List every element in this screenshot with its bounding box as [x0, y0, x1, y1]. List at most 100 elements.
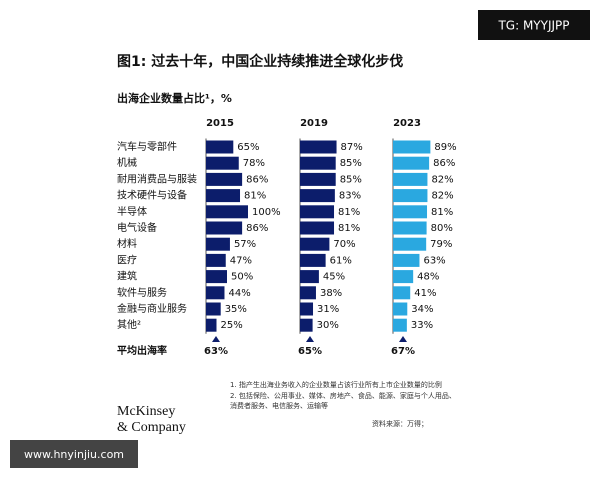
value-label: 34% — [411, 304, 433, 315]
value-label: 80% — [431, 223, 453, 234]
category-label: 医疗 — [117, 253, 137, 266]
value-label: 100% — [252, 207, 281, 218]
category-label: 电气设备 — [117, 221, 157, 234]
watermark: www.hnyinjiu.com — [24, 448, 124, 461]
bar — [300, 221, 335, 235]
value-label: 50% — [231, 272, 253, 283]
year-label: 2019 — [300, 118, 328, 129]
bar — [206, 189, 241, 203]
category-label: 材料 — [117, 237, 137, 250]
value-label: 30% — [317, 320, 339, 331]
bar — [206, 205, 248, 219]
bar — [393, 156, 430, 170]
average-marker — [306, 336, 314, 342]
bar — [206, 302, 221, 316]
category-label: 建筑 — [117, 270, 137, 283]
bar — [300, 302, 314, 316]
category-label: 半导体 — [117, 205, 147, 218]
bar — [206, 140, 234, 154]
bar — [393, 237, 427, 251]
watermark: TG: MYYJJPP — [497, 19, 569, 33]
value-label: 63% — [423, 255, 445, 266]
category-label: 金融与商业服务 — [117, 302, 187, 315]
bar — [393, 221, 427, 235]
value-label: 48% — [417, 272, 439, 283]
value-label: 86% — [246, 174, 268, 185]
value-label: 86% — [433, 158, 455, 169]
bar — [300, 270, 319, 284]
bar — [393, 189, 428, 203]
bar — [393, 318, 407, 332]
chart-title: 图1: 过去十年，中国企业持续推进全球化步伐 — [117, 53, 403, 70]
bar — [300, 205, 335, 219]
value-label: 47% — [230, 255, 252, 266]
bar — [206, 237, 230, 251]
value-label: 25% — [221, 320, 243, 331]
watermark-box — [478, 10, 590, 40]
average-label: 65% — [298, 346, 322, 357]
value-label: 33% — [411, 320, 433, 331]
bar — [393, 253, 420, 267]
footnote: 消费者服务、电信服务、运输等 — [230, 401, 328, 410]
value-label: 78% — [243, 158, 265, 169]
bar — [393, 172, 428, 186]
bar — [300, 286, 316, 300]
value-label: 81% — [244, 191, 266, 202]
bar — [300, 156, 336, 170]
bar — [393, 286, 411, 300]
value-label: 89% — [434, 142, 456, 153]
value-label: 35% — [225, 304, 247, 315]
value-label: 83% — [339, 191, 361, 202]
bar — [393, 270, 414, 284]
value-label: 85% — [340, 158, 362, 169]
source: 资料来源：万得； — [372, 419, 428, 428]
footnote: 2. 包括保险、公用事业、媒体、房地产、食品、能源、家庭与个人用品、 — [230, 391, 456, 400]
value-label: 44% — [228, 288, 250, 299]
bar — [206, 253, 226, 267]
bar — [393, 302, 408, 316]
value-label: 57% — [234, 239, 256, 250]
bar — [206, 172, 243, 186]
value-label: 70% — [333, 239, 355, 250]
category-label: 机械 — [117, 156, 137, 169]
bar — [206, 318, 217, 332]
bar — [300, 189, 335, 203]
bar — [206, 156, 239, 170]
average-marker — [212, 336, 220, 342]
value-label: 41% — [414, 288, 436, 299]
bar — [300, 237, 330, 251]
value-label: 79% — [430, 239, 452, 250]
category-label: 耐用消费品与服装 — [117, 172, 197, 185]
bar — [206, 286, 225, 300]
value-label: 86% — [246, 223, 268, 234]
value-label: 45% — [323, 272, 345, 283]
value-label: 81% — [338, 223, 360, 234]
year-label: 2023 — [393, 118, 421, 129]
value-label: 81% — [431, 207, 453, 218]
bar — [300, 318, 313, 332]
average-name: 平均出海率 — [117, 344, 167, 357]
value-label: 81% — [338, 207, 360, 218]
category-label: 技术硬件与设备 — [117, 189, 187, 202]
category-label: 软件与服务 — [117, 286, 167, 299]
category-label: 汽车与零部件 — [117, 140, 177, 153]
value-label: 31% — [317, 304, 339, 315]
value-label: 65% — [237, 142, 259, 153]
value-label: 87% — [341, 142, 363, 153]
value-label: 82% — [431, 174, 453, 185]
average-label: 67% — [391, 346, 415, 357]
value-label: 85% — [340, 174, 362, 185]
bar — [300, 140, 337, 154]
footnote: 1. 指产生出海业务收入的企业数量占该行业所有上市企业数量的比例 — [230, 380, 442, 389]
bar — [393, 205, 428, 219]
bar — [300, 172, 336, 186]
value-label: 38% — [320, 288, 342, 299]
year-label: 2015 — [206, 118, 234, 129]
bar — [206, 221, 243, 235]
watermark-box — [10, 440, 138, 468]
average-label: 63% — [204, 346, 228, 357]
average-marker — [399, 336, 407, 342]
value-label: 82% — [431, 191, 453, 202]
chart-subtitle: 出海企业数量占比¹，% — [117, 91, 232, 105]
